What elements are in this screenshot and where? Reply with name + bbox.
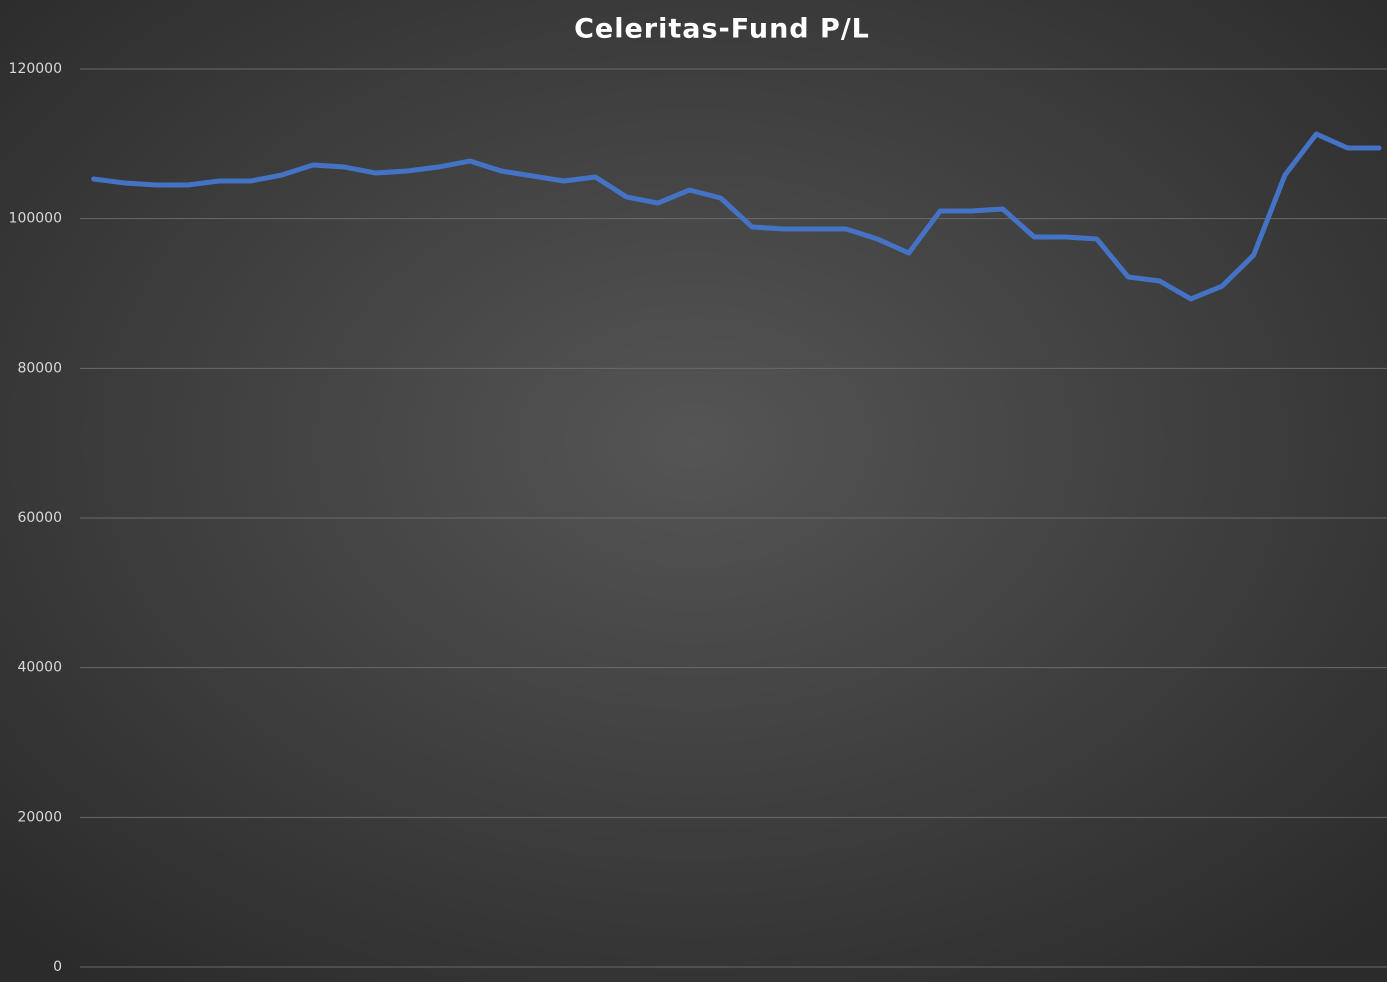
- y-tick-label: 0: [53, 959, 62, 975]
- y-tick-label: 60000: [17, 510, 62, 526]
- chart-title: Celeritas-Fund P/L: [574, 14, 870, 45]
- y-tick-label: 40000: [17, 660, 62, 676]
- y-tick-label: 100000: [9, 211, 62, 227]
- y-tick-label: 120000: [9, 61, 62, 77]
- line-series: [91, 131, 1382, 302]
- y-tick-label: 80000: [17, 360, 62, 376]
- y-tick-label: 20000: [17, 809, 62, 825]
